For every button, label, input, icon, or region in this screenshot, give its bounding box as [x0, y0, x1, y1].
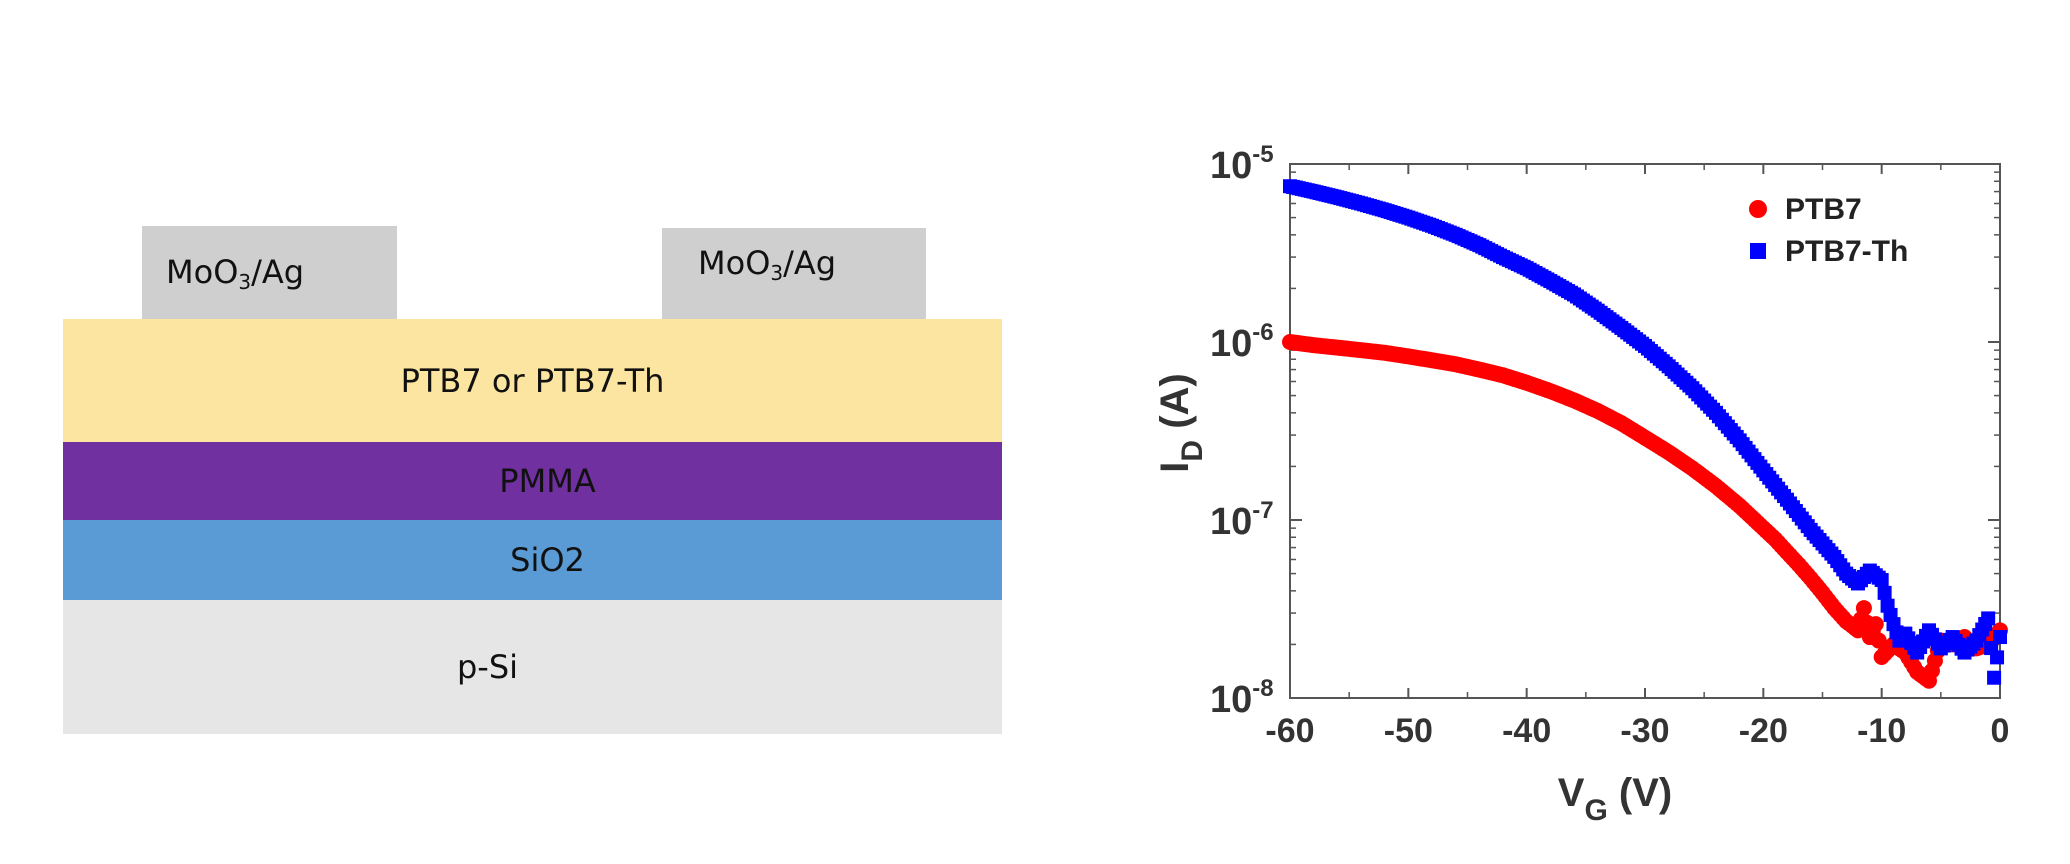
right-contact-label: MoO3/Ag [698, 244, 837, 285]
legend-label-ptb7-th: PTB7-Th [1785, 235, 1908, 268]
x-tick-label: -30 [1620, 712, 1669, 750]
layer-semiconductor: PTB7 or PTB7-Th [63, 319, 1002, 442]
left-contact-label: MoO3/Ag [166, 252, 305, 294]
layer-psi-label: p-Si [456, 648, 519, 686]
data-point-ptb7-th [1874, 573, 1889, 588]
x-tick-label: 0 [1991, 712, 2010, 750]
series-ptb7-th [1283, 179, 2007, 685]
layer-semiconductor-label: PTB7 or PTB7-Th [400, 361, 665, 400]
series-ptb7 [1282, 334, 2008, 689]
layer-psi: p-Si [63, 600, 1002, 734]
left-contact: MoO3/Ag [142, 226, 397, 320]
y-axis-title-sub: D [1176, 440, 1209, 462]
x-axis-title-rest: (V) [1608, 771, 1672, 815]
y-tick-base: 10 [1210, 501, 1252, 543]
layer-pmma-label: PMMA [499, 462, 596, 500]
legend-label-ptb7: PTB7 [1785, 193, 1862, 226]
layer-sio2-label: SiO2 [510, 541, 585, 579]
y-axis-title: ID (A) [1153, 373, 1209, 472]
y-tick-label: 10-6 [1210, 319, 1274, 365]
y-tick-exponent: -6 [1252, 319, 1273, 346]
layer-sio2: SiO2 [63, 520, 1002, 600]
y-axis-title-rest: (A) [1153, 373, 1197, 440]
data-point-ptb7-th [1993, 630, 2007, 645]
legend: PTB7 PTB7-Th [1749, 193, 1908, 268]
legend-marker-ptb7-th [1750, 243, 1766, 259]
x-axis-title-main: V [1558, 771, 1585, 815]
right-contact: MoO3/Ag [662, 228, 926, 320]
x-tick-label: -20 [1739, 712, 1788, 750]
data-point-ptb7-th [1987, 670, 2002, 685]
x-tick-label: -60 [1265, 712, 1314, 750]
data-point-ptb7-th [1877, 585, 1892, 600]
x-tick-label: -50 [1384, 712, 1433, 750]
y-axis-title-main: I [1153, 462, 1197, 473]
y-tick-label: 10-5 [1210, 141, 1274, 187]
x-axis-title-sub: G [1584, 794, 1607, 827]
x-tick-label: -10 [1857, 712, 1906, 750]
y-tick-label: 10-8 [1210, 675, 1274, 721]
y-tick-exponent: -8 [1252, 675, 1273, 702]
y-tick-label: 10-7 [1210, 497, 1274, 543]
y-tick-exponent: -7 [1252, 497, 1273, 524]
y-tick-base: 10 [1210, 145, 1252, 187]
data-point-ptb7 [1867, 616, 1884, 633]
data-point-ptb7-th [1981, 611, 1996, 626]
y-tick-base: 10 [1210, 679, 1252, 721]
data-point-ptb7 [1855, 600, 1872, 617]
layer-pmma: PMMA [63, 442, 1002, 520]
data-point-ptb7-th [1990, 650, 2005, 665]
legend-marker-ptb7 [1749, 200, 1767, 218]
x-axis-title: VG (V) [1558, 771, 1672, 827]
x-tick-label: -40 [1502, 712, 1551, 750]
y-tick-exponent: -5 [1252, 141, 1273, 168]
transfer-curve-chart: -60 -50 -40 -30 -20 -10 010-810-710-610-5VG (V… [1153, 141, 2010, 827]
y-tick-base: 10 [1210, 323, 1252, 365]
